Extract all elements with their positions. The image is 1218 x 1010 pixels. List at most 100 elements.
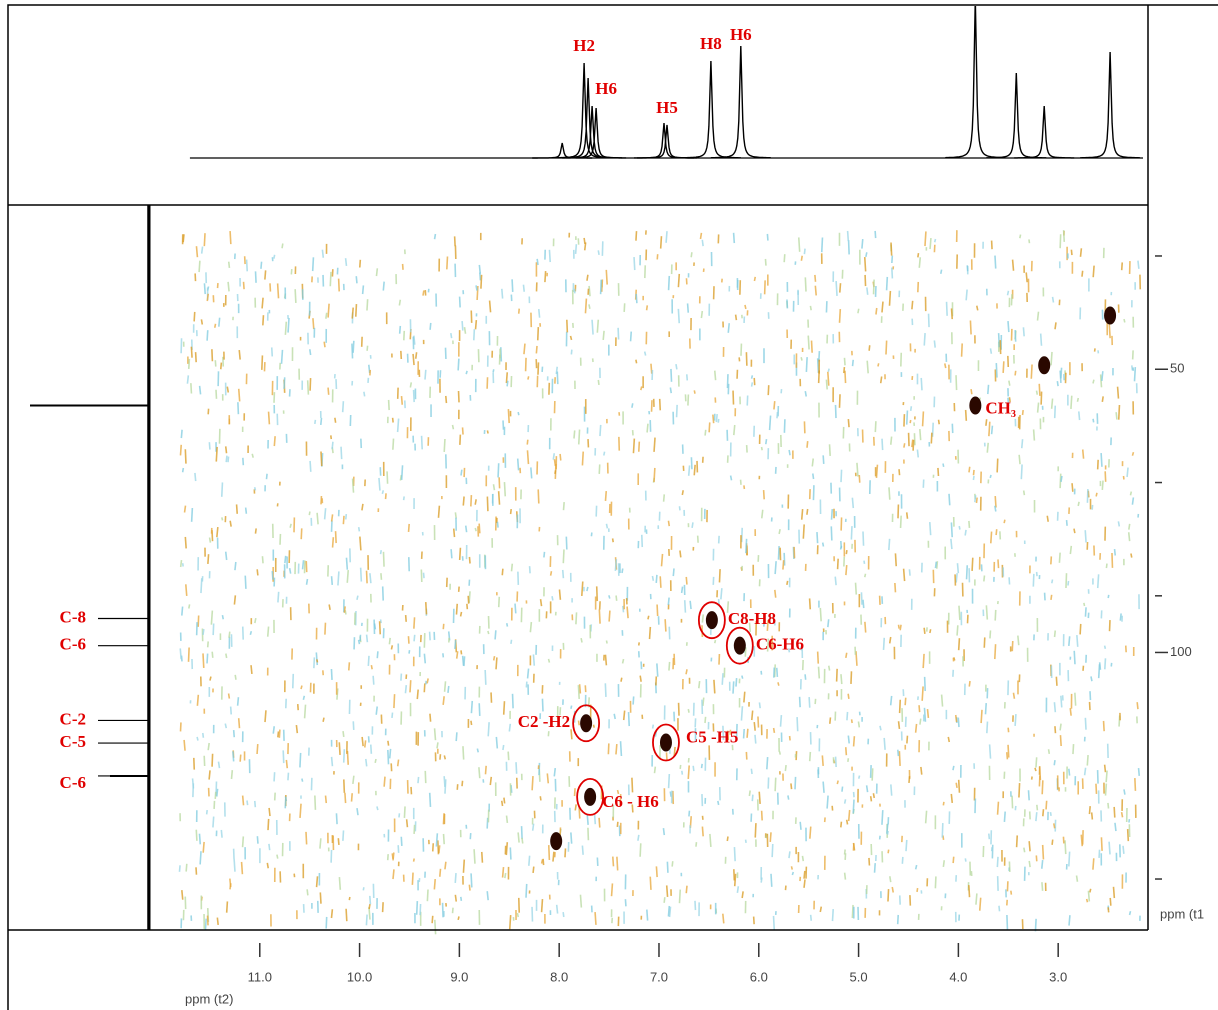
noise-dash: [1128, 910, 1132, 916]
noise-dash: [232, 751, 235, 762]
noise-dash: [677, 308, 681, 324]
noise-dash: [369, 573, 372, 584]
noise-dash: [975, 305, 979, 311]
noise-dash: [1113, 806, 1116, 818]
noise-dash: [316, 512, 319, 525]
noise-dash: [343, 779, 346, 793]
noise-dash: [988, 833, 991, 840]
noise-dash: [577, 685, 581, 699]
noise-dash: [1003, 811, 1006, 823]
noise-dash: [478, 523, 481, 534]
noise-dash: [1014, 370, 1017, 376]
noise-dash: [447, 685, 450, 693]
noise-dash: [344, 258, 348, 267]
noise-dash: [773, 401, 776, 410]
noise-dash: [978, 897, 982, 911]
noise-dash: [921, 411, 925, 427]
noise-dash: [750, 710, 754, 721]
noise-dash: [687, 465, 691, 476]
noise-dash: [1120, 811, 1124, 818]
noise-dash: [1098, 849, 1101, 859]
noise-dash: [1030, 364, 1033, 379]
noise-dash: [826, 795, 829, 809]
noise-dash: [1054, 726, 1057, 734]
noise-dash: [203, 233, 206, 247]
noise-dash: [359, 536, 362, 551]
noise-dash: [614, 559, 618, 572]
noise-dash: [225, 901, 229, 913]
noise-dash: [244, 575, 247, 589]
noise-dash: [777, 682, 780, 686]
noise-dash: [697, 680, 701, 689]
noise-dash: [1068, 768, 1071, 776]
noise-dash: [685, 669, 688, 675]
noise-dash: [474, 527, 477, 532]
noise-dash: [862, 599, 865, 609]
noise-dash: [573, 788, 576, 797]
noise-dash: [227, 261, 231, 268]
noise-dash: [230, 770, 234, 780]
noise-dash: [476, 285, 479, 301]
noise-dash: [816, 532, 819, 544]
noise-dash: [273, 772, 276, 782]
noise-dash: [787, 648, 791, 653]
noise-dash: [733, 847, 736, 862]
noise-dash: [431, 915, 434, 924]
noise-dash: [324, 795, 328, 804]
noise-dash: [830, 509, 834, 520]
noise-dash: [881, 810, 884, 825]
noise-dash: [1060, 475, 1063, 482]
x-tick-label: 3.0: [1049, 969, 1067, 984]
noise-dash: [753, 276, 757, 282]
noise-dash: [315, 652, 319, 666]
noise-dash: [726, 601, 730, 613]
noise-dash: [856, 462, 859, 477]
noise-dash: [1074, 692, 1077, 706]
noise-dash: [656, 604, 659, 617]
noise-dash: [667, 520, 671, 527]
noise-dash: [817, 666, 821, 679]
noise-dash: [276, 854, 279, 859]
noise-dash: [704, 716, 707, 724]
noise-dash: [686, 303, 690, 313]
noise-dash: [514, 603, 517, 614]
noise-dash: [1100, 837, 1103, 851]
noise-dash: [273, 254, 276, 259]
noise-dash: [665, 885, 669, 898]
noise-dash: [894, 582, 897, 593]
noise-dash: [457, 358, 460, 371]
noise-dash: [442, 653, 445, 658]
noise-dash: [774, 777, 777, 792]
noise-dash: [960, 343, 963, 357]
noise-dash: [888, 636, 892, 644]
noise-dash: [850, 719, 853, 724]
noise-dash: [1092, 418, 1095, 423]
noise-dash: [659, 576, 662, 588]
noise-dash: [788, 449, 791, 456]
noise-dash: [1081, 270, 1084, 277]
noise-dash: [1067, 580, 1070, 586]
noise-dash: [883, 737, 886, 750]
noise-dash: [209, 676, 212, 681]
noise-dash: [529, 621, 533, 633]
noise-dash: [213, 323, 217, 328]
noise-dash: [412, 389, 415, 403]
noise-dash: [889, 876, 892, 883]
noise-dash: [387, 740, 390, 746]
noise-dash: [321, 249, 325, 258]
noise-dash: [588, 304, 591, 309]
noise-dash: [874, 230, 877, 239]
noise-dash: [660, 553, 664, 567]
noise-dash: [666, 861, 669, 873]
noise-dash: [552, 453, 556, 460]
noise-dash: [645, 305, 649, 311]
noise-dash: [875, 464, 879, 479]
noise-dash: [929, 629, 932, 634]
noise-dash: [537, 489, 540, 504]
noise-dash: [562, 912, 565, 918]
noise-dash: [402, 496, 405, 501]
noise-dash: [1131, 451, 1135, 456]
noise-dash: [369, 895, 372, 905]
noise-dash: [851, 497, 855, 509]
noise-dash: [577, 429, 581, 445]
